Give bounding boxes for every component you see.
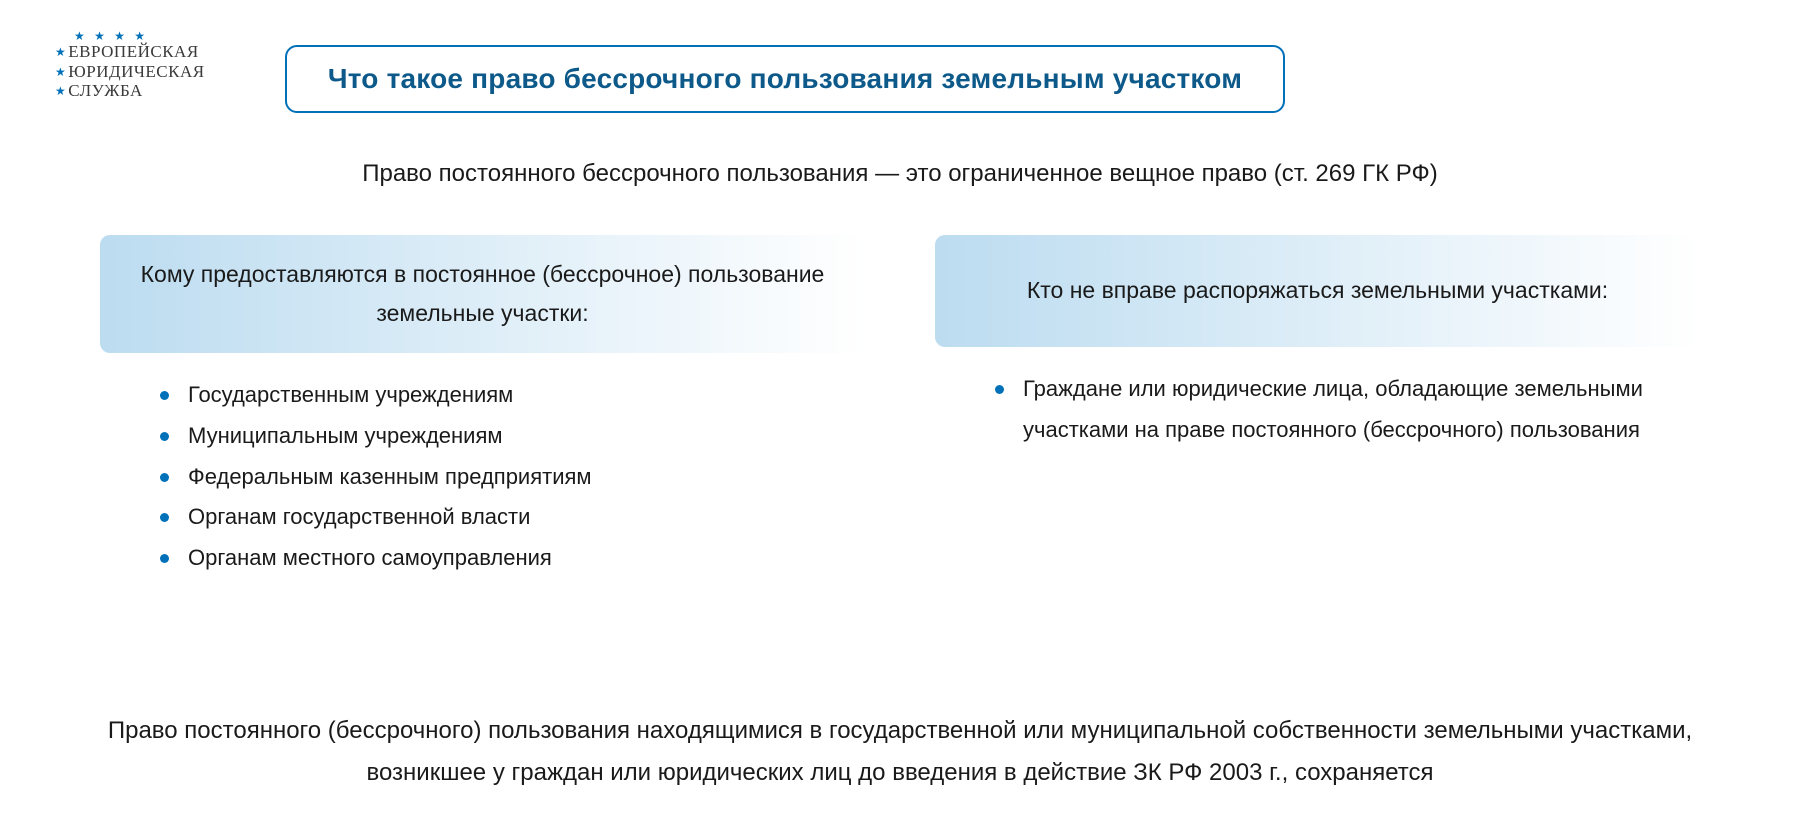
logo-line1: ЕВРОПЕЙСКАЯ (68, 42, 198, 61)
logo: ★ ★ ★ ★ ★ЕВРОПЕЙСКАЯ ★ЮРИДИЧЕСКАЯ ★СЛУЖБ… (55, 30, 225, 101)
column-left-header: Кому предоставляются в постоянное (бесср… (100, 235, 865, 353)
title-box: Что такое право бессрочного пользования … (285, 45, 1285, 113)
logo-line2: ЮРИДИЧЕСКАЯ (68, 62, 204, 81)
footer-text: Право постоянного (бессрочного) пользова… (100, 710, 1700, 794)
list-item: Федеральным казенным предприятиям (160, 457, 865, 498)
list-item: Государственным учреждениям (160, 375, 865, 416)
logo-stars: ★ ★ ★ ★ (55, 30, 225, 42)
column-right: Кто не вправе распоряжаться земельными у… (935, 235, 1700, 579)
column-left-list: Государственным учреждениям Муниципальны… (100, 375, 865, 578)
subtitle: Право постоянного бессрочного пользовани… (0, 160, 1800, 188)
logo-line3: СЛУЖБА (68, 81, 143, 100)
column-left: Кому предоставляются в постоянное (бесср… (100, 235, 865, 579)
logo-text: ★ЕВРОПЕЙСКАЯ ★ЮРИДИЧЕСКАЯ ★СЛУЖБА (55, 42, 225, 101)
column-right-header: Кто не вправе распоряжаться земельными у… (935, 235, 1700, 347)
columns-container: Кому предоставляются в постоянное (бесср… (100, 235, 1700, 579)
list-item: Органам местного самоуправления (160, 538, 865, 579)
column-right-list: Граждане или юридические лица, обладающи… (935, 369, 1700, 450)
list-item: Граждане или юридические лица, обладающи… (995, 369, 1700, 450)
list-item: Муниципальным учреждениям (160, 416, 865, 457)
list-item: Органам государственной власти (160, 497, 865, 538)
page-title: Что такое право бессрочного пользования … (317, 63, 1253, 95)
